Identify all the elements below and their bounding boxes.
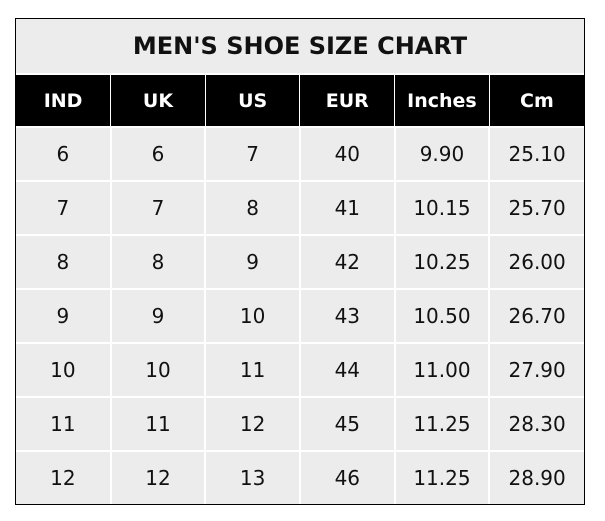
chart-title: MEN'S SHOE SIZE CHART <box>16 19 584 75</box>
size-table: MEN'S SHOE SIZE CHART IND UK US EUR Inches Cm… <box>16 19 584 504</box>
column-header-eur: EUR <box>299 74 395 127</box>
cell-eur: 44 <box>298 342 396 398</box>
cell-cm: 25.10 <box>488 126 584 182</box>
cell-uk: 8 <box>109 234 207 290</box>
size-chart: MEN'S SHOE SIZE CHART IND UK US EUR Inches Cm… <box>15 18 585 505</box>
cell-eur: 46 <box>298 450 396 504</box>
cell-cm: 26.70 <box>488 288 584 344</box>
cell-inches: 10.15 <box>393 180 491 236</box>
cell-us: 8 <box>204 180 301 236</box>
column-header-uk: UK <box>110 74 206 127</box>
cell-eur: 43 <box>298 288 396 344</box>
table-row: 7 7 8 41 10.15 25.70 <box>16 180 584 236</box>
cell-cm: 28.30 <box>488 396 584 452</box>
cell-us: 10 <box>204 288 301 344</box>
cell-eur: 42 <box>298 234 396 290</box>
cell-ind: 7 <box>16 180 112 236</box>
cell-ind: 6 <box>16 126 112 182</box>
cell-uk: 6 <box>109 126 207 182</box>
table-row: 12 12 13 46 11.25 28.90 <box>16 450 584 504</box>
cell-uk: 12 <box>109 450 207 504</box>
header-row: IND UK US EUR Inches Cm <box>16 74 584 127</box>
table-row: 9 9 10 43 10.50 26.70 <box>16 288 584 344</box>
cell-uk: 9 <box>109 288 207 344</box>
cell-inches: 9.90 <box>393 126 491 182</box>
column-header-ind: IND <box>16 74 111 127</box>
column-header-us: US <box>204 74 300 127</box>
cell-us: 11 <box>204 342 301 398</box>
cell-inches: 11.25 <box>393 450 491 504</box>
cell-us: 9 <box>204 234 301 290</box>
cell-ind: 10 <box>16 342 112 398</box>
cell-inches: 11.25 <box>393 396 491 452</box>
cell-inches: 10.25 <box>393 234 491 290</box>
cell-uk: 10 <box>109 342 207 398</box>
table-row: 10 10 11 44 11.00 27.90 <box>16 342 584 398</box>
cell-cm: 27.90 <box>488 342 584 398</box>
cell-eur: 41 <box>298 180 396 236</box>
table-row: 8 8 9 42 10.25 26.00 <box>16 234 584 290</box>
column-header-inches: Inches <box>394 74 490 127</box>
table-row: 11 11 12 45 11.25 28.30 <box>16 396 584 452</box>
cell-uk: 7 <box>109 180 207 236</box>
cell-cm: 28.90 <box>488 450 584 504</box>
cell-eur: 45 <box>298 396 396 452</box>
table-row: 6 6 7 40 9.90 25.10 <box>16 126 584 182</box>
cell-ind: 8 <box>16 234 112 290</box>
column-header-cm: Cm <box>488 74 584 127</box>
cell-us: 7 <box>204 126 301 182</box>
cell-us: 13 <box>204 450 301 504</box>
cell-inches: 10.50 <box>393 288 491 344</box>
cell-ind: 12 <box>16 450 112 504</box>
cell-ind: 9 <box>16 288 112 344</box>
cell-uk: 11 <box>109 396 207 452</box>
cell-eur: 40 <box>298 126 396 182</box>
cell-us: 12 <box>204 396 301 452</box>
cell-inches: 11.00 <box>393 342 491 398</box>
cell-cm: 26.00 <box>488 234 584 290</box>
table-body: 6 6 7 40 9.90 25.10 7 7 8 41 10.15 25.70 8 8 9 42 10.25 2… <box>16 126 584 504</box>
cell-ind: 11 <box>16 396 112 452</box>
cell-cm: 25.70 <box>488 180 584 236</box>
